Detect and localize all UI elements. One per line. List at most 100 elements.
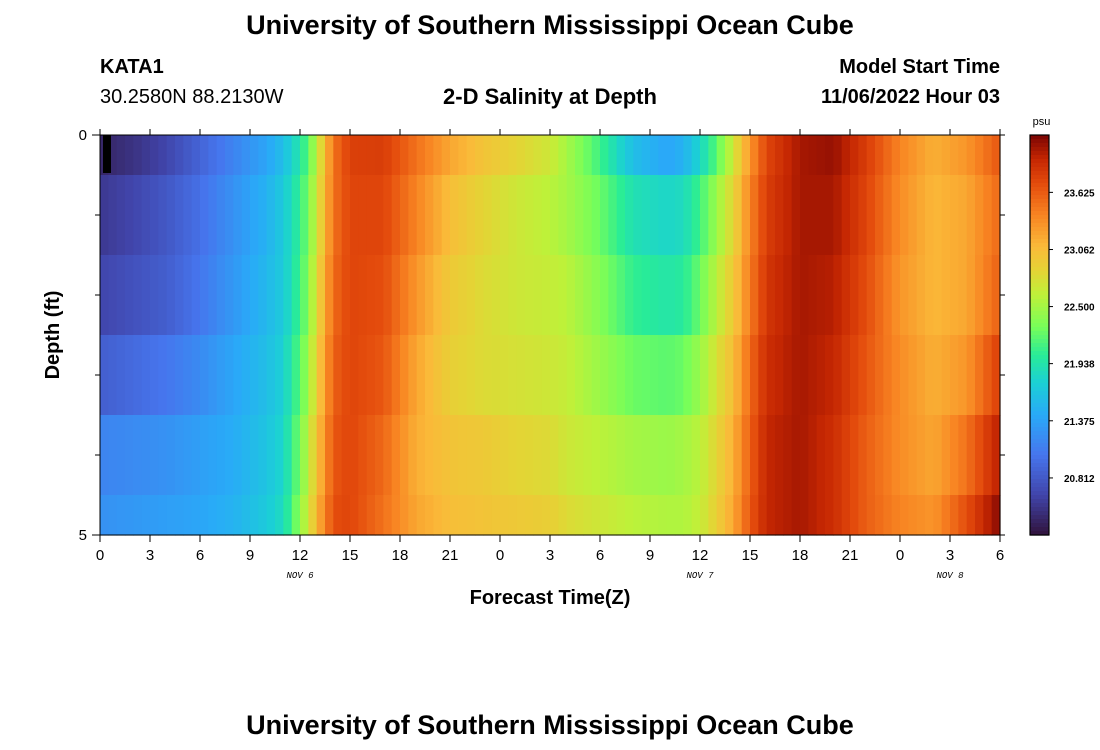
- heatmap-cell: [783, 495, 793, 536]
- heatmap-cell: [283, 495, 293, 536]
- heatmap-cell: [408, 495, 418, 536]
- heatmap-cell: [116, 255, 126, 336]
- colorbar-swatch: [1030, 427, 1049, 432]
- heatmap-cell: [100, 175, 109, 256]
- heatmap-cell: [950, 175, 959, 256]
- heatmap-cell: [991, 175, 1001, 256]
- heatmap-cell: [925, 335, 934, 416]
- heatmap-cell: [200, 175, 209, 256]
- heatmap-cell: [650, 255, 659, 336]
- heatmap-cell: [700, 135, 709, 176]
- heatmap-cell: [408, 175, 418, 256]
- heatmap-cell: [291, 335, 301, 416]
- heatmap-cell: [216, 335, 226, 416]
- heatmap-cell: [925, 255, 934, 336]
- colorbar-tick-label: 22.500: [1064, 303, 1095, 314]
- heatmap-cell: [583, 495, 593, 536]
- salinity-chart: 0 3 6 9 12 15 18 21 0 3 6 9 12 15 18 21 0 3 6 NOV 6 NOV 7 NOV…: [42, 116, 1095, 609]
- heatmap-cell: [208, 255, 218, 336]
- heatmap-cell: [241, 335, 251, 416]
- heatmap-cell: [233, 175, 243, 256]
- heatmap-cell: [308, 415, 318, 496]
- heatmap-cell: [141, 335, 151, 416]
- heatmap-cell: [975, 495, 984, 536]
- heatmap-cell: [733, 335, 743, 416]
- heatmap-cell: [525, 175, 534, 256]
- colorbar-swatch: [1030, 283, 1049, 288]
- heatmap-cell: [908, 135, 918, 176]
- heatmap-cell: [591, 175, 601, 256]
- heatmap-cell: [241, 135, 251, 176]
- heatmap-cell: [333, 335, 343, 416]
- heatmap-cell: [316, 255, 326, 336]
- heatmap-cell: [175, 415, 184, 496]
- heatmap-cell: [225, 335, 234, 416]
- heatmap-cell: [808, 335, 818, 416]
- heatmap-cell: [750, 135, 759, 176]
- colorbar-swatch: [1030, 403, 1049, 408]
- heatmap-cell: [266, 415, 276, 496]
- colorbar-swatch: [1030, 199, 1049, 204]
- heatmap-cell: [425, 415, 434, 496]
- heatmap-cell: [500, 255, 509, 336]
- heatmap-cell: [875, 335, 884, 416]
- heatmap-cell: [766, 335, 776, 416]
- heatmap-cell: [166, 255, 176, 336]
- heatmap-cell: [983, 415, 993, 496]
- heatmap-cell: [658, 495, 668, 536]
- colorbar-swatch: [1030, 499, 1049, 504]
- heatmap-cell: [716, 495, 726, 536]
- heatmap-cell: [391, 495, 401, 536]
- heatmap-cell: [825, 255, 834, 336]
- heatmap-cell: [916, 495, 926, 536]
- heatmap-cell: [525, 255, 534, 336]
- heatmap-cell: [591, 415, 601, 496]
- heatmap-cell: [316, 335, 326, 416]
- heatmap-cell: [250, 135, 259, 176]
- heatmap-cell: [633, 495, 643, 536]
- heatmap-cell: [366, 135, 376, 176]
- heatmap-cell: [783, 335, 793, 416]
- heatmap-cell: [950, 415, 959, 496]
- x-tick-label: 6: [996, 547, 1004, 564]
- heatmap-cell: [733, 415, 743, 496]
- heatmap-cell: [533, 415, 543, 496]
- colorbar-swatch: [1030, 147, 1049, 152]
- heatmap-cell: [766, 255, 776, 336]
- colorbar-swatch: [1030, 219, 1049, 224]
- heatmap-cell: [983, 135, 993, 176]
- heatmap-cell: [258, 495, 268, 536]
- colorbar-swatch: [1030, 279, 1049, 284]
- heatmap-cell: [733, 495, 743, 536]
- heatmap-cell: [600, 135, 609, 176]
- heatmap-cell: [141, 175, 151, 256]
- heatmap-cell: [858, 135, 868, 176]
- heatmap-cell: [466, 495, 476, 536]
- heatmap-cell: [891, 495, 901, 536]
- heatmap-cell: [491, 255, 501, 336]
- heatmap-cell: [108, 415, 118, 496]
- heatmap-cell: [525, 335, 534, 416]
- colorbar-swatch: [1030, 343, 1049, 348]
- heatmap-cell: [291, 175, 301, 256]
- heatmap-cell: [600, 495, 609, 536]
- colorbar-swatch: [1030, 507, 1049, 512]
- heatmap-cell: [116, 495, 126, 536]
- heatmap-cell: [150, 255, 159, 336]
- heatmap-cell: [966, 255, 976, 336]
- heatmap-cell: [325, 255, 334, 336]
- heatmap-cell: [791, 255, 801, 336]
- heatmap-cell: [558, 175, 568, 256]
- chart-subtitle: 2-D Salinity at Depth: [443, 84, 657, 109]
- heatmap-cell: [616, 255, 626, 336]
- heatmap-cell: [566, 255, 576, 336]
- colorbar-swatch: [1030, 299, 1049, 304]
- heatmap-cell: [508, 335, 518, 416]
- heatmap-cell: [575, 175, 584, 256]
- heatmap-cell: [191, 175, 201, 256]
- heatmap-cell: [383, 495, 393, 536]
- heatmap-cell: [300, 255, 309, 336]
- heatmap-cell: [658, 135, 668, 176]
- heatmap-cell: [758, 335, 768, 416]
- heatmap-cell: [866, 495, 876, 536]
